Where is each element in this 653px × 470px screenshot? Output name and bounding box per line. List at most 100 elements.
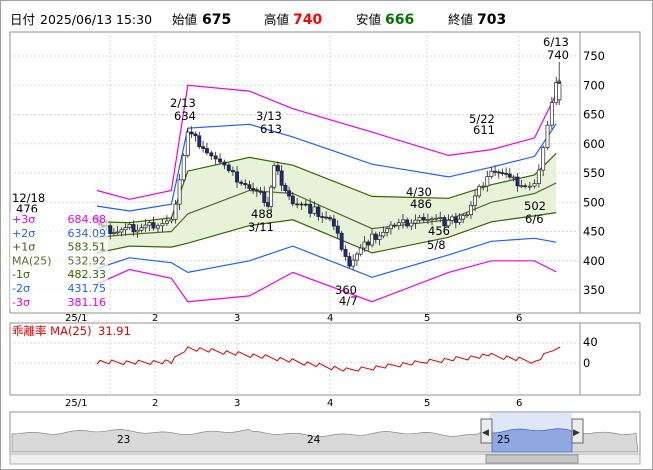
candle (185, 127, 190, 158)
annotation-date: 4/30 (406, 185, 432, 199)
candle (434, 214, 439, 222)
price-tick-350: 350 (583, 283, 605, 297)
annotation-price: 360 (335, 283, 357, 297)
bottom-date-tick-4: 5 (424, 398, 430, 409)
annotation-price: 488 (251, 207, 273, 221)
candle (189, 126, 194, 139)
minus2-sigma-line (96, 237, 557, 278)
date-axis-bottom: 25/1 2 3 4 5 6 (65, 398, 522, 409)
candle (425, 213, 430, 225)
candle (417, 214, 422, 223)
candle (388, 221, 393, 235)
candle (504, 167, 509, 179)
candle (160, 219, 165, 232)
navigator-selected-area (491, 428, 573, 453)
main-date-tick-0: 25/1 (65, 313, 87, 324)
candle (446, 214, 451, 229)
candle (308, 198, 313, 218)
navigator-scroll-thumb[interactable] (485, 454, 579, 464)
date-label: 日付 (10, 12, 35, 27)
candle (169, 217, 174, 224)
candle (464, 212, 469, 219)
candle (366, 239, 371, 251)
deviation-tick-0: 0 (583, 356, 590, 370)
open-label: 始値 (172, 12, 197, 27)
annotation-date: 4/7 (339, 294, 358, 308)
candle (461, 213, 466, 224)
candle (421, 213, 426, 223)
bollinger-legend: +3σ 684.68 +2σ 634.09 +1σ 583.51 MA(25) 532.92 -… (10, 212, 108, 309)
main-date-tick-2: 3 (234, 313, 240, 324)
candle (235, 165, 239, 188)
bottom-date-tick-3: 4 (327, 398, 333, 409)
candle (258, 186, 263, 195)
navigator-left-handle[interactable]: ◀ (480, 418, 493, 444)
legend-value: 431.75 (68, 282, 107, 295)
candle (119, 227, 124, 237)
candle (251, 182, 256, 194)
annotation-price: 486 (410, 197, 432, 211)
candle (177, 173, 182, 211)
candle (362, 236, 367, 253)
candle (343, 245, 348, 261)
candle (453, 212, 458, 229)
legend-label: -1σ (12, 268, 30, 281)
price-tick-650: 650 (583, 108, 605, 122)
legend-value: 634.09 (68, 227, 107, 240)
candle (143, 219, 148, 232)
candle (377, 231, 382, 246)
minus3-sigma-line (96, 260, 557, 303)
left-arrow-icon: ◀ (482, 428, 489, 438)
candle (324, 211, 329, 220)
annotation-date: 6/6 (525, 212, 544, 226)
legend-label: +2σ (12, 227, 35, 240)
candle (373, 231, 378, 244)
range-navigator[interactable]: ◀ ▶ 23 24 25 (9, 411, 641, 465)
candle (197, 131, 202, 150)
bottom-date-tick-5: 6 (516, 398, 522, 409)
candle (123, 223, 128, 236)
low-value: 666 (385, 12, 414, 28)
candle (135, 224, 140, 238)
main-date-tick-4: 5 (424, 313, 430, 324)
candle (201, 140, 206, 153)
main-date-tick-3: 4 (327, 313, 333, 324)
price-tick-450: 450 (583, 225, 605, 239)
candle (222, 159, 227, 170)
legend-label: MA(25) (12, 254, 52, 267)
candle (108, 223, 113, 240)
low-label: 安値 (356, 12, 381, 27)
bottom-date-tick-0: 25/1 (65, 398, 87, 409)
candle (239, 179, 244, 186)
candle (339, 230, 344, 252)
annotation-price: 634 (174, 109, 196, 123)
annotation-date: 12/18 (12, 191, 45, 205)
navigator-scrollbar[interactable] (9, 453, 641, 465)
candle (204, 142, 209, 156)
price-tick-750: 750 (583, 49, 605, 63)
candle (254, 187, 259, 197)
candle (438, 211, 443, 223)
candle (409, 218, 414, 231)
candle (358, 243, 363, 257)
annotation-date: 5/22 (469, 112, 495, 126)
navigator-right-handle[interactable]: ▶ (571, 418, 584, 444)
price-header: 日付 2025/06/13 15:30 始値 675 高値 740 安値 666… (10, 12, 506, 28)
annotation-date: 3/11 (248, 220, 274, 234)
candle (485, 170, 490, 192)
high-label: 高値 (264, 12, 289, 27)
candle (312, 201, 317, 216)
candle (489, 167, 494, 179)
candle (275, 161, 280, 175)
candle (230, 166, 235, 176)
candle (156, 223, 160, 233)
candle (115, 226, 120, 235)
candle (442, 215, 447, 232)
candle (351, 254, 356, 271)
candle (131, 220, 136, 236)
candle (549, 96, 554, 130)
navigator-label-25: 25 (497, 434, 510, 446)
price-tick-600: 600 (583, 137, 605, 151)
candle (303, 200, 308, 207)
